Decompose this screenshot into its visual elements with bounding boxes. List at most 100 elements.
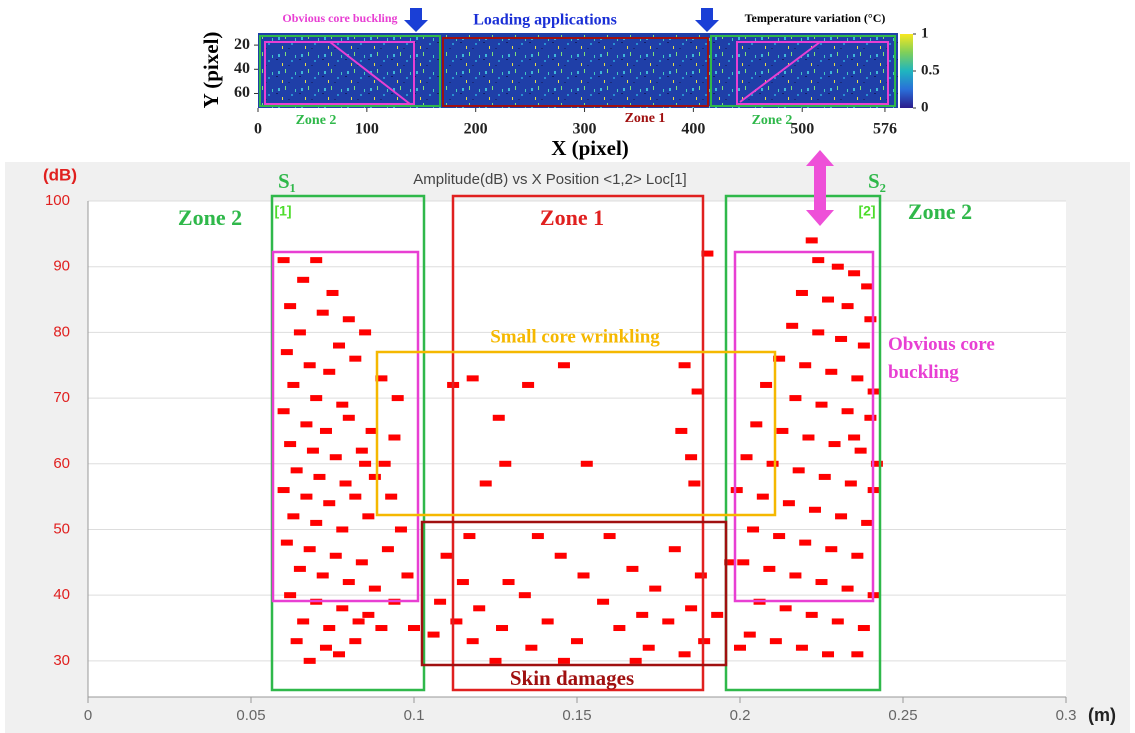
point xyxy=(766,460,779,467)
point xyxy=(427,631,440,638)
point xyxy=(355,559,368,566)
point xyxy=(792,467,805,474)
point xyxy=(489,657,502,664)
point xyxy=(678,651,691,658)
point xyxy=(864,316,877,323)
point xyxy=(466,375,479,382)
y-tick-label: 70 xyxy=(53,389,70,406)
point xyxy=(333,342,346,349)
point xyxy=(362,513,375,520)
point xyxy=(825,368,838,375)
buckling-box xyxy=(733,250,875,603)
point xyxy=(306,447,319,454)
x-axis-label: X (pixel) xyxy=(551,136,629,160)
chart-zones xyxy=(270,194,882,692)
point xyxy=(678,362,691,369)
point xyxy=(496,625,509,632)
point xyxy=(848,270,861,277)
point xyxy=(522,381,535,388)
point xyxy=(277,408,290,415)
point xyxy=(841,303,854,310)
point xyxy=(450,618,463,625)
thermal-image xyxy=(258,33,898,108)
x-tick-label: 0.05 xyxy=(236,707,265,724)
point xyxy=(284,303,297,310)
point xyxy=(815,401,828,408)
y-tick-label: 50 xyxy=(53,520,70,537)
point xyxy=(349,638,362,645)
annotation: Zone 2 xyxy=(178,205,242,230)
point xyxy=(805,237,818,244)
sensor-id: [2] xyxy=(858,203,875,219)
colorbar xyxy=(900,34,913,108)
point xyxy=(786,322,799,329)
point xyxy=(554,552,567,559)
annotation: Obvious core buckling xyxy=(888,334,995,383)
point xyxy=(375,375,388,382)
point xyxy=(760,381,773,388)
point xyxy=(310,519,323,526)
point xyxy=(368,585,381,592)
point xyxy=(329,552,342,559)
point xyxy=(297,276,310,283)
point xyxy=(795,644,808,651)
annotation: Zone 2 xyxy=(296,113,337,128)
point xyxy=(782,500,795,507)
point xyxy=(466,638,479,645)
image-zones xyxy=(259,35,896,107)
point xyxy=(336,526,349,533)
point xyxy=(394,526,407,533)
point xyxy=(440,552,453,559)
arrow xyxy=(404,8,428,32)
point xyxy=(724,559,737,566)
point xyxy=(779,605,792,612)
x-tick-label: 100 xyxy=(355,121,379,138)
point xyxy=(597,598,610,605)
y-tick-label: 20 xyxy=(234,36,250,53)
point xyxy=(844,480,857,487)
point xyxy=(518,592,531,599)
point xyxy=(499,460,512,467)
point xyxy=(799,539,812,546)
sensor-label: S₂ xyxy=(868,169,886,193)
point xyxy=(864,414,877,421)
point xyxy=(355,447,368,454)
x-tick-label: 300 xyxy=(573,121,597,138)
x-tick-label: 500 xyxy=(790,121,814,138)
x-tick-label: 0 xyxy=(254,121,262,138)
point xyxy=(613,625,626,632)
point xyxy=(408,625,420,632)
point xyxy=(557,657,570,664)
point xyxy=(629,657,642,664)
point xyxy=(313,473,326,480)
point xyxy=(649,585,662,592)
point xyxy=(734,644,746,651)
x-tick-label: 200 xyxy=(464,121,488,138)
point xyxy=(319,644,332,651)
y-tick-label: 40 xyxy=(53,586,70,603)
x-tick-label: 576 xyxy=(873,121,897,138)
point xyxy=(310,395,323,402)
point xyxy=(828,441,841,448)
point xyxy=(277,257,290,264)
point xyxy=(300,493,313,500)
point xyxy=(848,434,861,441)
point xyxy=(368,473,381,480)
sensor-label: S₁ xyxy=(278,169,296,193)
zone-box xyxy=(451,194,705,692)
point xyxy=(854,447,867,454)
point xyxy=(835,513,848,520)
point xyxy=(808,506,821,513)
point xyxy=(333,651,346,658)
point xyxy=(381,546,394,553)
point xyxy=(293,329,306,336)
point xyxy=(352,618,365,625)
point xyxy=(456,579,469,586)
x-tick-label: 0.15 xyxy=(562,707,591,724)
point xyxy=(851,552,864,559)
point xyxy=(818,473,831,480)
annotation: Obvious core buckling xyxy=(282,11,397,25)
point xyxy=(861,283,874,290)
x-tick-label: 400 xyxy=(681,121,705,138)
point xyxy=(626,565,639,572)
